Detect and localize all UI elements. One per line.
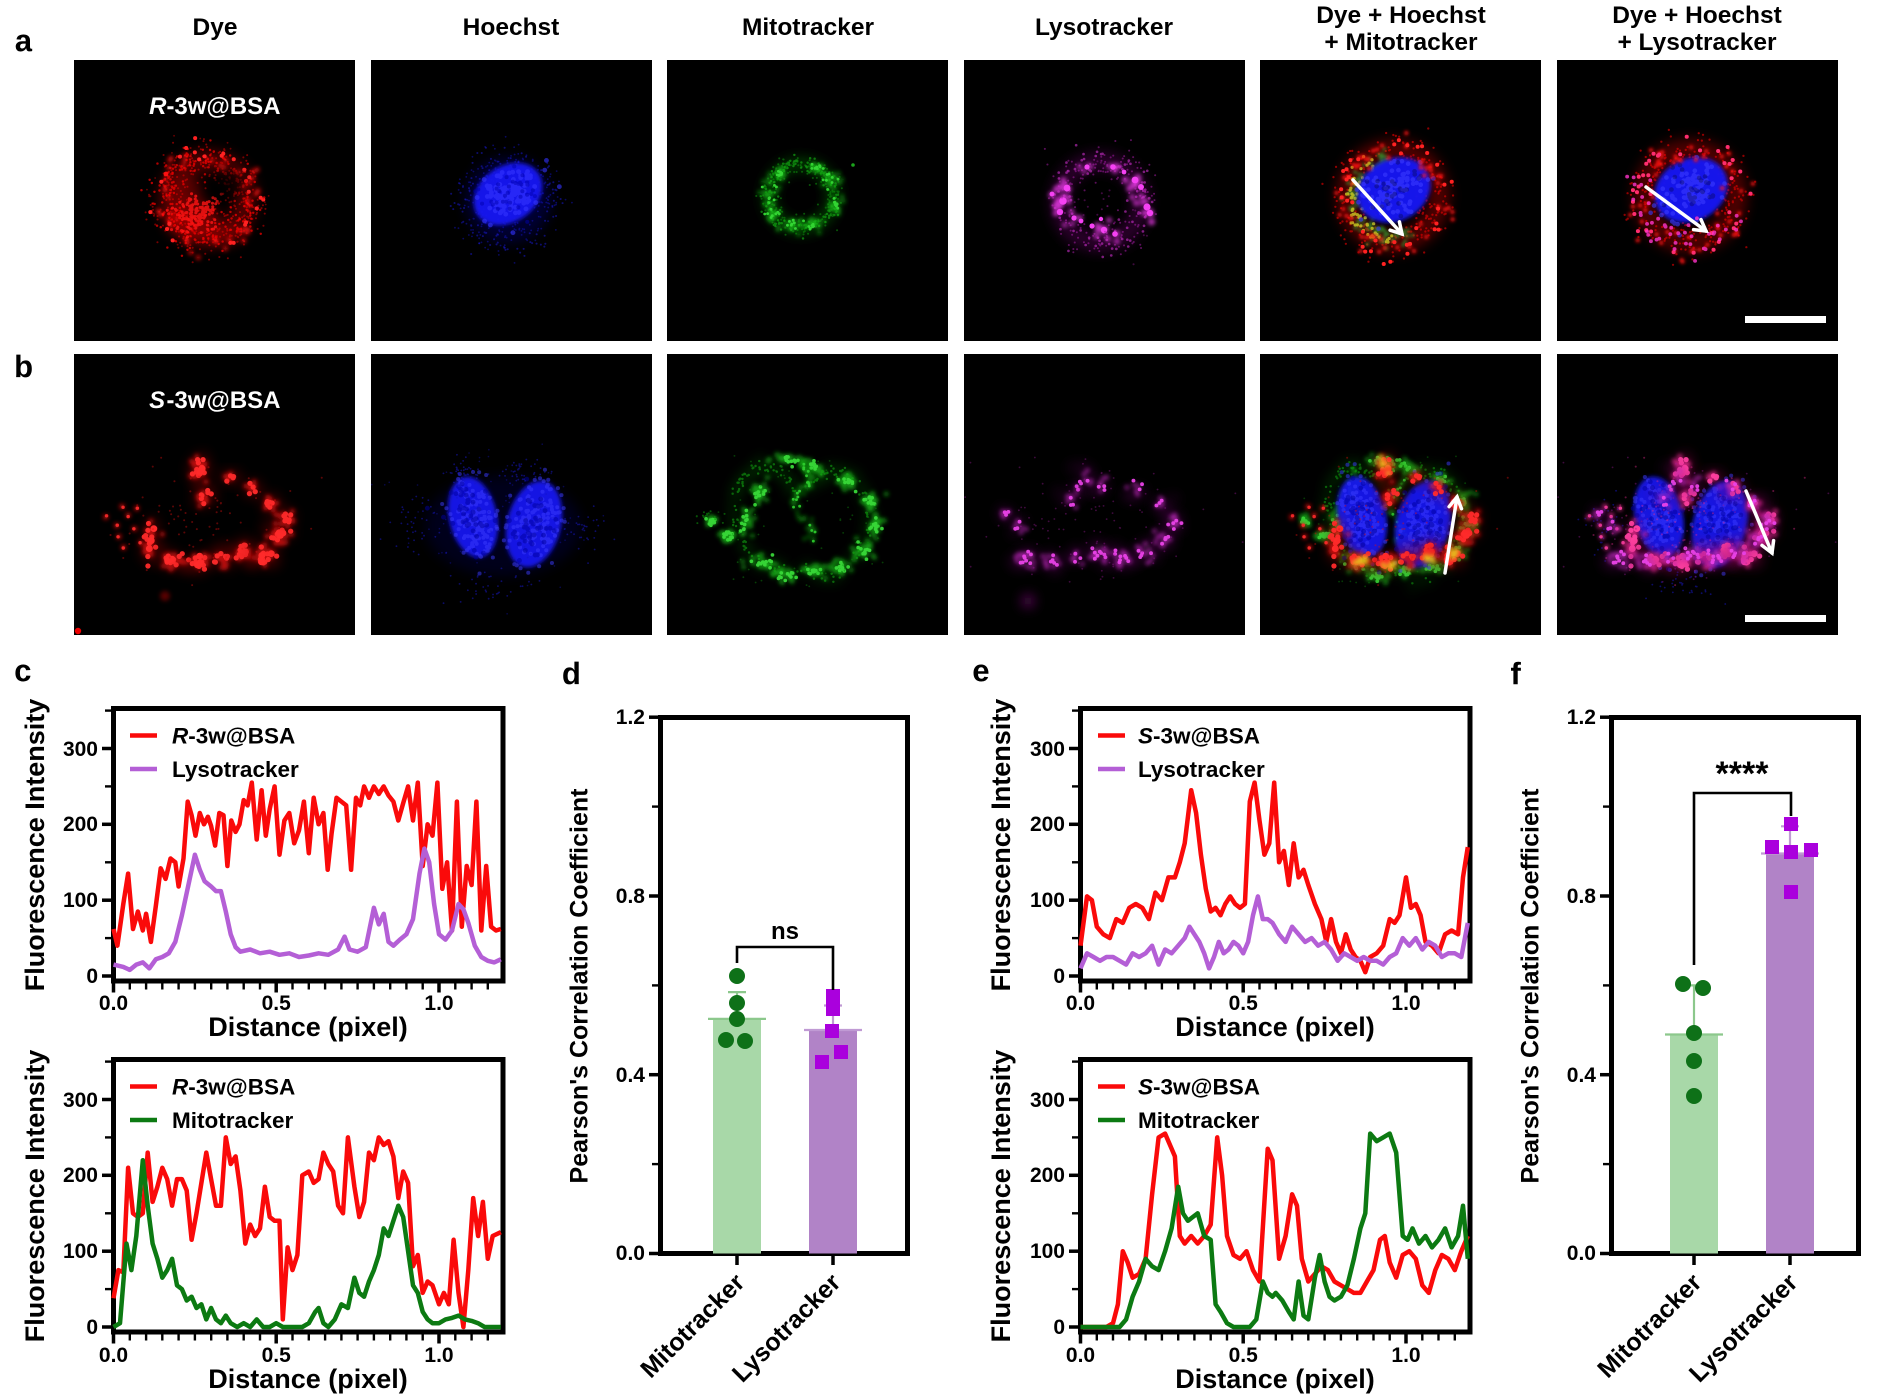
svg-text:Fluorescence Intensity: Fluorescence Intensity (986, 699, 1016, 992)
svg-text:Fluorescence Intensity: Fluorescence Intensity (20, 699, 50, 992)
svg-text:200: 200 (63, 813, 98, 836)
svg-text:100: 100 (1030, 1240, 1065, 1263)
svg-text:0: 0 (86, 965, 98, 988)
svg-text:1.0: 1.0 (424, 992, 453, 1015)
svg-text:1.2: 1.2 (616, 706, 645, 729)
svg-text:0.5: 0.5 (262, 1344, 292, 1367)
svg-text:300: 300 (63, 1089, 98, 1112)
svg-text:0.5: 0.5 (1229, 1344, 1259, 1367)
svg-text:0.0: 0.0 (616, 1242, 645, 1265)
svg-text:S-3w@BSA: S-3w@BSA (1138, 1075, 1260, 1100)
svg-text:****: **** (1716, 755, 1770, 793)
svg-text:0.4: 0.4 (1567, 1064, 1597, 1087)
svg-text:Pearson's Correlation Coeffici: Pearson's Correlation Coefficient (566, 788, 594, 1184)
svg-text:R-3w@BSA: R-3w@BSA (172, 724, 295, 749)
svg-text:0.5: 0.5 (262, 992, 292, 1015)
svg-text:1.0: 1.0 (1391, 992, 1420, 1015)
svg-text:100: 100 (63, 889, 98, 912)
svg-text:R-3w@BSA: R-3w@BSA (172, 1075, 295, 1100)
svg-text:Distance (pixel): Distance (pixel) (1175, 1364, 1375, 1394)
svg-text:Mitotracker: Mitotracker (172, 1108, 294, 1133)
svg-text:1.0: 1.0 (424, 1344, 453, 1367)
svg-text:200: 200 (63, 1164, 98, 1187)
svg-text:0.0: 0.0 (99, 992, 128, 1015)
svg-text:0: 0 (1053, 965, 1065, 988)
svg-text:Lysotracker: Lysotracker (1138, 757, 1265, 782)
svg-text:Distance (pixel): Distance (pixel) (1175, 1012, 1375, 1042)
svg-text:0.8: 0.8 (616, 885, 646, 908)
svg-text:200: 200 (1030, 1164, 1065, 1187)
svg-text:ns: ns (771, 918, 799, 945)
svg-text:Distance (pixel): Distance (pixel) (208, 1364, 408, 1394)
svg-text:0.8: 0.8 (1567, 885, 1597, 908)
svg-text:Mitotracker: Mitotracker (1138, 1108, 1260, 1133)
svg-text:0.0: 0.0 (1066, 1344, 1095, 1367)
svg-text:Pearson's Correlation Coeffici: Pearson's Correlation Coefficient (1517, 788, 1545, 1184)
svg-text:Fluorescence Intensity: Fluorescence Intensity (20, 1050, 50, 1343)
svg-text:Lysotracker: Lysotracker (172, 757, 299, 782)
svg-text:1.2: 1.2 (1567, 706, 1596, 729)
svg-text:0.0: 0.0 (1066, 992, 1095, 1015)
svg-text:0: 0 (86, 1316, 98, 1339)
svg-text:1.0: 1.0 (1391, 1344, 1420, 1367)
svg-text:Fluorescence Intensity: Fluorescence Intensity (986, 1050, 1016, 1343)
svg-text:0.4: 0.4 (616, 1064, 646, 1087)
svg-text:0.0: 0.0 (1567, 1242, 1596, 1265)
svg-text:0.5: 0.5 (1229, 992, 1259, 1015)
svg-text:200: 200 (1030, 813, 1065, 836)
svg-text:100: 100 (63, 1240, 98, 1263)
svg-text:300: 300 (63, 738, 98, 761)
svg-text:S-3w@BSA: S-3w@BSA (1138, 724, 1260, 749)
svg-text:Distance (pixel): Distance (pixel) (208, 1012, 408, 1042)
svg-text:300: 300 (1030, 1089, 1065, 1112)
svg-text:100: 100 (1030, 889, 1065, 912)
svg-text:0.0: 0.0 (99, 1344, 128, 1367)
svg-text:0: 0 (1053, 1316, 1065, 1339)
svg-text:300: 300 (1030, 738, 1065, 761)
